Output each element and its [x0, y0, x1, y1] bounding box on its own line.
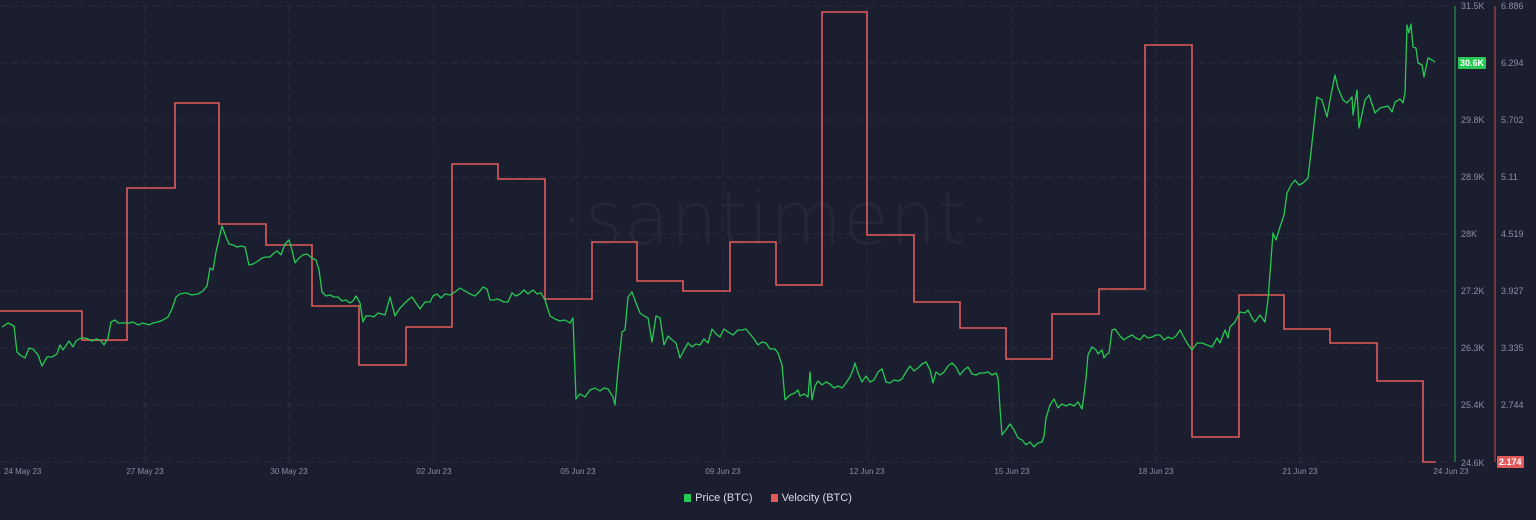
price-axis-tick: 31.5K	[1461, 1, 1485, 11]
price-axis-tick: 28.9K	[1461, 172, 1485, 182]
x-axis-tick: 09 Jun 23	[705, 467, 741, 476]
price-line	[1, 23, 1436, 448]
price-axis-tick: 28K	[1461, 229, 1478, 239]
x-axis-tick: 30 May 23	[270, 467, 308, 476]
velocity-axis-tick: 6.294	[1501, 58, 1524, 68]
x-axis-tick: 18 Jun 23	[1138, 467, 1174, 476]
velocity-axis-tick: 2.744	[1501, 400, 1524, 410]
chart-plot-area[interactable]	[0, 0, 1536, 490]
price-current-badge: 30.6K	[1458, 57, 1487, 69]
price-axis-tick: 25.4K	[1461, 400, 1485, 410]
x-axis-tick: 24 May 23	[4, 467, 42, 476]
velocity-swatch-icon	[770, 494, 778, 502]
velocity-axis-tick: 6.886	[1501, 1, 1524, 11]
price-swatch-icon	[684, 494, 692, 502]
velocity-current-badge: 2.174	[1497, 456, 1524, 468]
legend-item-velocity[interactable]: Velocity (BTC)	[770, 492, 852, 504]
velocity-axis-tick: 5.11	[1501, 172, 1518, 182]
legend-label: Price (BTC)	[695, 492, 753, 504]
legend-label: Velocity (BTC)	[781, 492, 852, 504]
x-axis-tick: 27 May 23	[126, 467, 164, 476]
x-axis-tick: 05 Jun 23	[560, 467, 596, 476]
price-axis-tick: 29.8K	[1461, 115, 1485, 125]
velocity-axis-tick: 5.702	[1501, 115, 1524, 125]
x-axis-tick: 24 Jun 23	[1433, 467, 1469, 476]
x-axis-tick: 21 Jun 23	[1282, 467, 1318, 476]
x-axis-tick: 12 Jun 23	[849, 467, 885, 476]
velocity-axis-tick: 4.519	[1501, 229, 1524, 239]
price-axis-tick: 26.3K	[1461, 343, 1485, 353]
velocity-axis-tick: 3.927	[1501, 286, 1524, 296]
price-axis-tick: 27.2K	[1461, 286, 1485, 296]
x-axis-tick: 15 Jun 23	[994, 467, 1030, 476]
legend-item-price[interactable]: Price (BTC)	[684, 492, 753, 504]
velocity-axis-tick: 3.335	[1501, 343, 1524, 353]
chart-legend: Price (BTC) Velocity (BTC)	[0, 492, 1536, 504]
gridlines	[0, 5, 1452, 463]
price-axis-tick: 24.6K	[1461, 458, 1485, 468]
x-axis-tick: 02 Jun 23	[416, 467, 452, 476]
velocity-line	[0, 11, 1436, 463]
